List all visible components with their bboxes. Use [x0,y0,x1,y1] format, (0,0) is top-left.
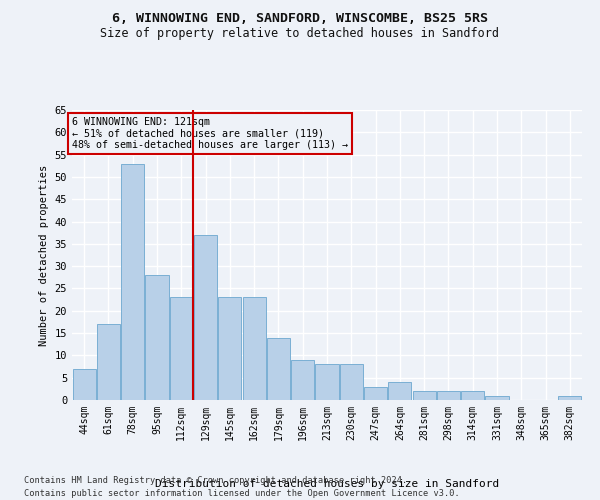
Bar [73,369,95,400]
Y-axis label: Number of detached properties: Number of detached properties [39,164,49,346]
Bar [267,338,290,400]
Bar [388,382,412,400]
X-axis label: Distribution of detached houses by size in Sandford: Distribution of detached houses by size … [155,479,499,489]
Bar [97,324,120,400]
Bar [437,391,460,400]
Bar [194,235,217,400]
Bar [485,396,509,400]
Bar [461,391,484,400]
Text: Size of property relative to detached houses in Sandford: Size of property relative to detached ho… [101,28,499,40]
Text: Contains public sector information licensed under the Open Government Licence v3: Contains public sector information licen… [24,489,460,498]
Bar [170,298,193,400]
Text: 6, WINNOWING END, SANDFORD, WINSCOMBE, BS25 5RS: 6, WINNOWING END, SANDFORD, WINSCOMBE, B… [112,12,488,26]
Bar [121,164,144,400]
Bar [145,275,169,400]
Text: 6 WINNOWING END: 121sqm
← 51% of detached houses are smaller (119)
48% of semi-d: 6 WINNOWING END: 121sqm ← 51% of detache… [72,116,348,150]
Bar [242,298,266,400]
Bar [413,391,436,400]
Bar [364,386,387,400]
Bar [218,298,241,400]
Bar [291,360,314,400]
Bar [340,364,363,400]
Text: Contains HM Land Registry data © Crown copyright and database right 2024.: Contains HM Land Registry data © Crown c… [24,476,407,485]
Bar [559,396,581,400]
Bar [316,364,338,400]
